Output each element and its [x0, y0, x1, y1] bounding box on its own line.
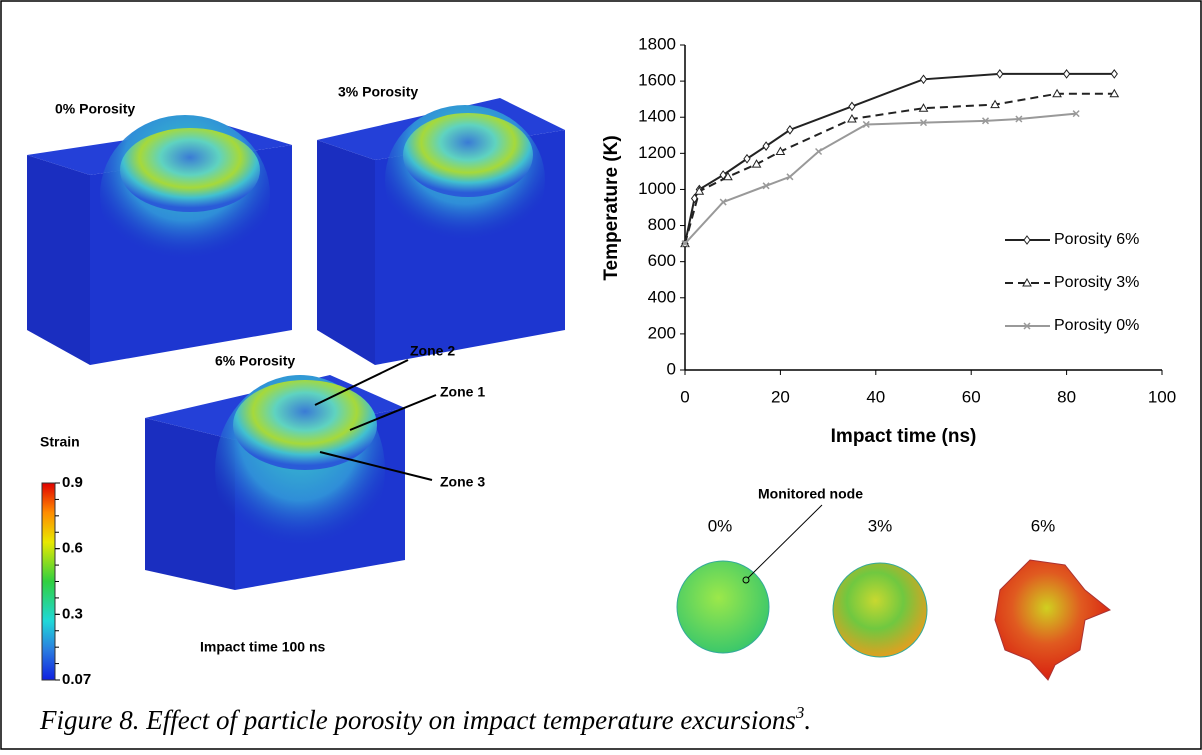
y-axis-title: Temperature (K): [601, 135, 622, 280]
marker: [1023, 235, 1031, 245]
y-tick-label: 200: [648, 323, 676, 342]
x-tick-label: 60: [962, 387, 981, 406]
marker: [681, 240, 689, 248]
marker: [719, 198, 727, 206]
block: [27, 115, 292, 365]
panel-label: 6% Porosity: [215, 353, 295, 369]
panel-label: Impact time 100 ns: [200, 639, 325, 655]
legend-title: Strain: [40, 434, 80, 450]
marker: [1023, 322, 1031, 330]
panel-label: 0% Porosity: [55, 101, 135, 117]
y-tick-label: 1200: [638, 143, 676, 162]
y-tick-label: 600: [648, 251, 676, 270]
marker: [815, 147, 823, 156]
y-tick-label: 0: [667, 359, 676, 378]
marker: [1109, 88, 1120, 98]
particle-label: 0%: [708, 516, 733, 535]
marker: [918, 103, 929, 112]
x-axis-title: Impact time (ns): [831, 426, 977, 447]
marker: [981, 117, 990, 125]
pointer: [319, 451, 433, 481]
block: [317, 98, 565, 365]
marker: [1022, 277, 1032, 287]
particle-label: 3%: [868, 516, 893, 535]
colorbar-label: 0.3: [62, 605, 83, 622]
marker: [847, 114, 857, 123]
caption-end: .: [804, 705, 811, 735]
marker: [694, 186, 705, 195]
y-tick-label: 400: [648, 287, 676, 306]
y-tick-label: 1800: [638, 34, 676, 53]
particle: [832, 562, 928, 658]
line: [684, 92, 1115, 244]
marker: [996, 69, 1004, 79]
x-tick-label: 0: [680, 387, 689, 406]
marker: [1062, 69, 1071, 79]
zone-label: Zone 2: [410, 343, 455, 359]
marker: [762, 141, 770, 151]
marker: [990, 99, 1000, 109]
marker: [786, 173, 794, 181]
marker: [1110, 69, 1118, 79]
caption-ref: 3: [795, 703, 805, 722]
pointer: [349, 394, 437, 431]
legend-label: Porosity 3%: [1054, 274, 1139, 291]
legend-label: Porosity 0%: [1054, 317, 1139, 334]
caption-text: Figure 8. Effect of particle porosity on…: [39, 705, 796, 735]
pointer: [747, 504, 823, 579]
marker: [1015, 115, 1023, 123]
node: [742, 576, 750, 584]
colorbar-label: 0.6: [62, 540, 83, 557]
x-tick-label: 80: [1057, 387, 1076, 406]
particle-title: Monitored node: [758, 486, 863, 502]
marker: [751, 159, 762, 168]
particle: [994, 559, 1111, 681]
marker: [786, 125, 794, 135]
y-tick-label: 1600: [638, 71, 676, 90]
line: [684, 112, 1077, 245]
marker: [862, 120, 870, 128]
marker: [723, 171, 733, 181]
x-tick-label: 40: [866, 387, 885, 406]
pointer: [314, 359, 409, 406]
zone-label: Zone 3: [440, 474, 485, 490]
legend-label: Porosity 6%: [1054, 231, 1139, 248]
marker: [762, 182, 770, 190]
marker: [1052, 88, 1062, 98]
y-tick-label: 1000: [638, 179, 676, 198]
particle: [676, 560, 770, 654]
colorbar-label: 0.9: [62, 474, 83, 491]
marker: [919, 119, 928, 127]
marker: [1072, 110, 1080, 118]
caption: Figure 8. Effect of particle porosity on…: [39, 703, 811, 735]
colorbar-label: 0.07: [62, 671, 91, 688]
marker: [848, 101, 856, 112]
x-tick-label: 100: [1148, 387, 1176, 406]
block: [145, 375, 405, 590]
zone-label: Zone 1: [440, 384, 485, 400]
marker: [919, 74, 928, 85]
colorbar: [41, 482, 56, 681]
particle-label: 6%: [1031, 516, 1056, 535]
panel-label: 3% Porosity: [338, 84, 418, 100]
marker: [775, 146, 786, 156]
y-tick-label: 1400: [638, 107, 676, 126]
x-tick-label: 20: [771, 387, 790, 406]
marker: [743, 153, 751, 164]
y-tick-label: 800: [648, 215, 676, 234]
